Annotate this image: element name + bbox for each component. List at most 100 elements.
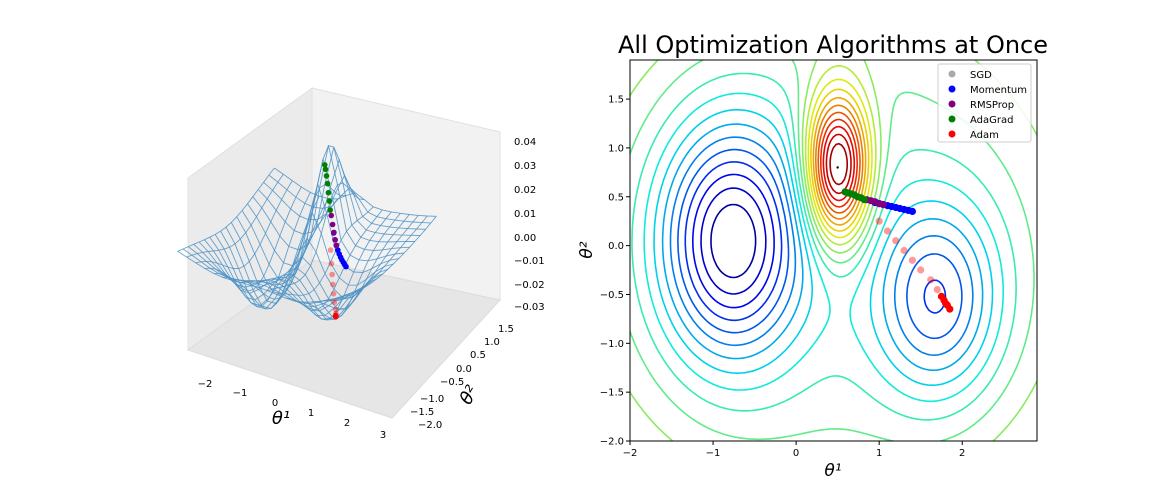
- z3d-tick-label: 0.02: [514, 185, 536, 196]
- trajectory-point-3d-adam: [333, 310, 339, 317]
- z3d-tick-label: 0.03: [514, 161, 536, 172]
- surface-line: [249, 183, 347, 286]
- y-tick-label: −1.0: [600, 339, 624, 350]
- contour-level: [710, 203, 757, 279]
- y3d-tick-label: −0.5: [440, 377, 464, 388]
- trajectory-point-3d-rmsprop: [333, 242, 340, 249]
- x-tick-label: 1: [876, 448, 882, 459]
- surface-line: [240, 198, 338, 286]
- surface-wireframe: [177, 145, 437, 321]
- trajectory-point-3d-adam: [333, 306, 339, 313]
- trajectory-point-3d-adam: [330, 281, 336, 288]
- surface-line: [321, 215, 419, 302]
- surface-line: [339, 216, 437, 301]
- contour-plot: All Optimization Algorithms at Once −2 −1…: [577, 31, 1048, 481]
- x-axis-label-3d: θ¹: [272, 408, 290, 429]
- trajectory-point-3d-momentum: [335, 247, 341, 253]
- surface-line: [258, 145, 356, 289]
- trajectory-point-adam: [883, 227, 892, 235]
- contour-level: [630, 60, 1035, 441]
- y-tick-label: −2.0: [600, 437, 624, 448]
- trajectory-point-adam: [900, 246, 908, 255]
- trajectory-point-adam: [927, 276, 935, 284]
- contour-level: [653, 109, 994, 386]
- surface-line: [186, 173, 284, 258]
- contour-level: [812, 96, 867, 226]
- legend-entry-sgd: SGD: [948, 70, 992, 81]
- contour-level: [661, 123, 984, 372]
- y-tick-label: 0.5: [608, 192, 624, 203]
- y-axis-label: θ²: [577, 241, 597, 258]
- x3d-tick-label: 2: [344, 418, 350, 429]
- contour-level: [700, 187, 767, 295]
- z3d-tick-label: 0.01: [514, 209, 536, 220]
- x-axis-label: θ¹: [824, 461, 841, 481]
- trajectory-point-adagrad: [841, 188, 849, 196]
- trajectory-point-3d-rmsprop: [328, 212, 335, 219]
- legend-marker: [948, 70, 956, 78]
- contour-level: [804, 65, 877, 246]
- trajectory-point-3d-adagrad: [323, 173, 330, 179]
- surface-line: [294, 211, 392, 321]
- x-tick-label: −2: [623, 448, 638, 459]
- surface-line: [231, 198, 329, 300]
- legend-box: [937, 63, 1032, 143]
- legend-entry-rmsprop: RMSProp: [948, 100, 1014, 111]
- surface-plot-3d: −2−10123−2.0−1.5−1.0−0.50.00.51.01.5−0.0…: [177, 87, 545, 441]
- legend-entry-adagrad: AdaGrad: [948, 115, 1013, 126]
- trajectory-point-3d-adagrad: [322, 166, 329, 173]
- x3d-tick-label: 1: [308, 408, 314, 419]
- y-tick-label: −0.5: [600, 290, 624, 301]
- trajectory-point-3d-rmsprop: [329, 221, 336, 228]
- legend-marker: [948, 100, 956, 108]
- y-tick-label: 1.5: [608, 95, 624, 106]
- x-tick-label: 2: [959, 448, 965, 459]
- legend-marker: [948, 130, 956, 138]
- trajectory-points: [841, 188, 954, 313]
- trajectory-point-3d-adam: [329, 271, 335, 278]
- trajectory-point-3d-adam: [328, 260, 335, 267]
- x3d-tick-label: 3: [380, 430, 386, 441]
- legend-entry-momentum: Momentum: [948, 85, 1027, 96]
- trajectory-point-3d-rmsprop: [332, 237, 338, 243]
- contour-level: [815, 104, 864, 220]
- surface-line: [222, 196, 320, 310]
- legend: SGD Momentum RMSProp AdaGrad Adam: [937, 63, 1032, 143]
- axes-3d: −2−10123−2.0−1.5−1.0−0.50.00.51.01.5−0.0…: [198, 137, 545, 441]
- x3d-tick-label: −1: [233, 388, 248, 399]
- z3d-tick-label: 0.00: [514, 233, 536, 244]
- z3d-tick-label: −0.03: [514, 302, 545, 313]
- y3d-tick-label: 1.0: [484, 337, 500, 348]
- legend-label: Adam: [970, 130, 999, 141]
- legend-label: SGD: [970, 70, 992, 81]
- surface-line: [276, 206, 374, 296]
- legend-entry-adam: Adam: [948, 130, 999, 141]
- y-tick-label: −1.5: [600, 388, 624, 399]
- trajectory-point-adam: [892, 237, 900, 245]
- y3d-tick-label: 0.0: [456, 364, 472, 375]
- trajectory-point-3d-adagrad: [325, 189, 332, 196]
- y3d-tick-label: −2.0: [418, 420, 442, 431]
- x-tick-label: 0: [793, 448, 799, 459]
- peak-dot: [836, 166, 839, 169]
- contour-level: [829, 142, 848, 186]
- surface-line: [330, 215, 428, 301]
- surface-line: [177, 167, 275, 252]
- trajectory-3d: [322, 162, 349, 320]
- y3d-tick-label: 0.5: [470, 350, 486, 361]
- contour-level: [807, 78, 873, 239]
- trajectory-point-adam: [933, 286, 941, 294]
- surface-line: [213, 192, 311, 307]
- x3d-tick-label: −2: [198, 379, 213, 390]
- trajectory-point-3d-adam: [327, 247, 334, 253]
- chart-title: All Optimization Algorithms at Once: [618, 31, 1048, 59]
- contour-level: [822, 125, 856, 202]
- trajectory-point-adam: [917, 266, 925, 274]
- surface-line: [195, 180, 293, 269]
- z3d-tick-label: −0.01: [514, 256, 545, 267]
- trajectory-point-3d-adam: [331, 299, 338, 306]
- trajectory-point-adam: [937, 292, 946, 300]
- trajectory-point-3d-adagrad: [322, 162, 328, 168]
- surface-line: [204, 186, 302, 292]
- y-tick-label: 1.0: [608, 143, 624, 154]
